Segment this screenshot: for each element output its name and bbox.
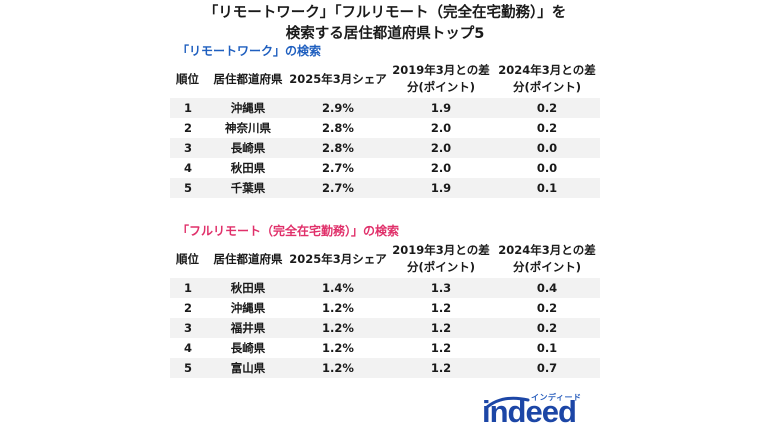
table-row: 5 千葉県 2.7% 1.9 0.1	[170, 178, 600, 198]
table-row: 2 神奈川県 2.8% 2.0 0.2	[170, 118, 600, 138]
cell-prefecture: 千葉県	[208, 178, 288, 198]
cell-diff-2024: 0.4	[494, 278, 600, 298]
cell-share: 1.2%	[288, 298, 388, 318]
header-share-2025: 2025年3月シェア	[289, 251, 387, 266]
header-rank: 順位	[176, 71, 199, 86]
cell-prefecture: 沖縄県	[208, 298, 288, 318]
cell-diff-2024: 0.7	[494, 358, 600, 378]
cell-share: 1.2%	[288, 358, 388, 378]
title-line-2: 検索する居住都道府県トップ5	[285, 26, 485, 42]
cell-share: 1.2%	[288, 338, 388, 358]
cell-diff-2024: 0.2	[494, 118, 600, 138]
remote-table: 順位 居住都道府県 2025年3月シェア 2019年3月との差分(ポイント) 2…	[170, 60, 600, 198]
cell-diff-2024: 0.2	[494, 98, 600, 118]
header-prefecture: 居住都道府県	[213, 71, 283, 86]
cell-rank: 4	[170, 158, 208, 178]
remote-section-heading: 「リモートワーク」の検索	[177, 44, 322, 58]
cell-diff-2024: 0.1	[494, 178, 600, 198]
cell-rank: 3	[170, 138, 208, 158]
header-diff-2024: 2024年3月との差分(ポイント)	[498, 243, 596, 274]
cell-diff-2024: 0.0	[494, 158, 600, 178]
table-row: 2 沖縄県 1.2% 1.2 0.2	[170, 298, 600, 318]
logo-arc-icon	[484, 396, 530, 410]
cell-rank: 5	[170, 358, 208, 378]
header-diff-2024: 2024年3月との差分(ポイント)	[498, 63, 596, 94]
cell-rank: 1	[170, 278, 208, 298]
cell-rank: 3	[170, 318, 208, 338]
table-row: 4 長崎県 1.2% 1.2 0.1	[170, 338, 600, 358]
table-row: 3 長崎県 2.8% 2.0 0.0	[170, 138, 600, 158]
cell-rank: 1	[170, 98, 208, 118]
cell-diff-2024: 0.0	[494, 138, 600, 158]
table-row: 3 福井県 1.2% 1.2 0.2	[170, 318, 600, 338]
logo-kana: インディード	[531, 393, 582, 402]
cell-rank: 2	[170, 298, 208, 318]
cell-share: 2.8%	[288, 138, 388, 158]
header-share-2025: 2025年3月シェア	[289, 71, 387, 86]
cell-share: 2.7%	[288, 158, 388, 178]
cell-diff-2019: 1.2	[388, 338, 494, 358]
cell-share: 2.8%	[288, 118, 388, 138]
table-header-row: 順位 居住都道府県 2025年3月シェア 2019年3月との差分(ポイント) 2…	[170, 60, 600, 98]
cell-rank: 2	[170, 118, 208, 138]
table-row: 1 秋田県 1.4% 1.3 0.4	[170, 278, 600, 298]
cell-prefecture: 秋田県	[208, 278, 288, 298]
cell-prefecture: 福井県	[208, 318, 288, 338]
cell-diff-2019: 2.0	[388, 158, 494, 178]
header-diff-2019: 2019年3月との差分(ポイント)	[392, 243, 490, 274]
cell-prefecture: 秋田県	[208, 158, 288, 178]
cell-prefecture: 富山県	[208, 358, 288, 378]
cell-prefecture: 長崎県	[208, 338, 288, 358]
table-header-row: 順位 居住都道府県 2025年3月シェア 2019年3月との差分(ポイント) 2…	[170, 240, 600, 278]
cell-diff-2019: 1.9	[388, 178, 494, 198]
cell-diff-2019: 2.0	[388, 138, 494, 158]
cell-diff-2019: 2.0	[388, 118, 494, 138]
cell-rank: 5	[170, 178, 208, 198]
cell-prefecture: 長崎県	[208, 138, 288, 158]
cell-share: 1.4%	[288, 278, 388, 298]
full-remote-table: 順位 居住都道府県 2025年3月シェア 2019年3月との差分(ポイント) 2…	[170, 240, 600, 378]
cell-share: 2.9%	[288, 98, 388, 118]
header-prefecture: 居住都道府県	[213, 251, 283, 266]
cell-diff-2024: 0.2	[494, 298, 600, 318]
cell-diff-2019: 1.2	[388, 358, 494, 378]
table-row: 1 沖縄県 2.9% 1.9 0.2	[170, 98, 600, 118]
cell-share: 2.7%	[288, 178, 388, 198]
cell-prefecture: 沖縄県	[208, 98, 288, 118]
cell-prefecture: 神奈川県	[208, 118, 288, 138]
cell-diff-2019: 1.9	[388, 98, 494, 118]
table-row: 5 富山県 1.2% 1.2 0.7	[170, 358, 600, 378]
title-line-1: 「リモートワーク」「フルリモート（完全在宅勤務）」を	[203, 5, 567, 21]
cell-diff-2024: 0.2	[494, 318, 600, 338]
cell-diff-2019: 1.2	[388, 298, 494, 318]
cell-diff-2019: 1.2	[388, 318, 494, 338]
cell-rank: 4	[170, 338, 208, 358]
header-rank: 順位	[176, 251, 199, 266]
logo-wordmark: indeed	[482, 394, 577, 429]
cell-diff-2019: 1.3	[388, 278, 494, 298]
indeed-logo: インディード indeed	[482, 392, 597, 430]
full-remote-section-heading: 「フルリモート（完全在宅勤務）」の検索	[177, 224, 400, 238]
header-diff-2019: 2019年3月との差分(ポイント)	[392, 63, 490, 94]
cell-share: 1.2%	[288, 318, 388, 338]
cell-diff-2024: 0.1	[494, 338, 600, 358]
table-row: 4 秋田県 2.7% 2.0 0.0	[170, 158, 600, 178]
